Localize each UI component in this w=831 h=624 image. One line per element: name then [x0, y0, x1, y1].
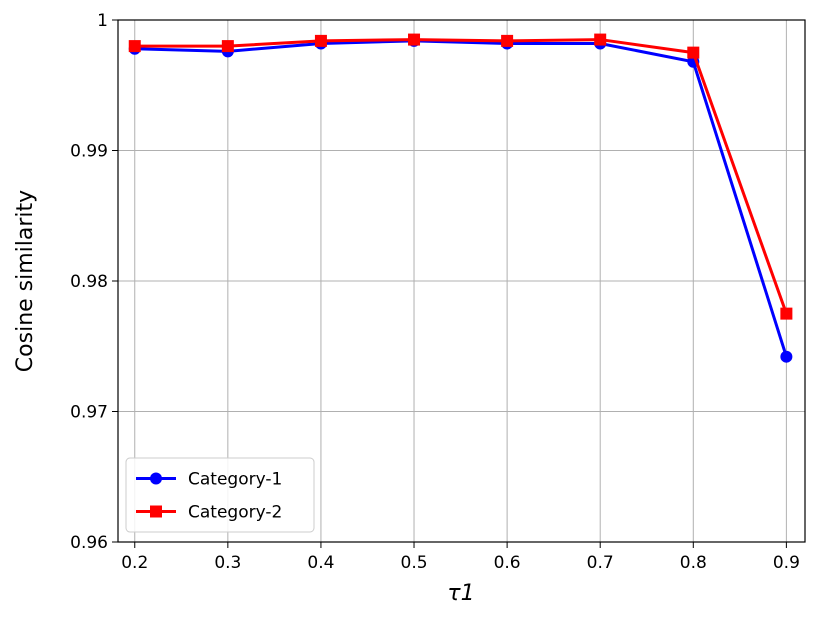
- series-line: [134, 39, 788, 358]
- series-line: [134, 38, 788, 315]
- x-tick-label: 0.5: [401, 553, 428, 573]
- x-axis-label: τ1: [447, 581, 474, 606]
- x-tick-label: 0.9: [773, 553, 800, 573]
- y-tick-label: 0.99: [70, 142, 108, 162]
- y-tick-label: 0.98: [70, 272, 108, 292]
- x-tick-label: 0.8: [680, 553, 707, 573]
- x-tick-label: 0.4: [307, 553, 334, 573]
- legend-label: Category-2: [188, 503, 282, 523]
- y-tick-label: 0.97: [70, 403, 108, 423]
- marker: [594, 33, 607, 46]
- y-axis-label: Cosine similarity: [13, 190, 38, 372]
- x-tick-label: 0.7: [587, 553, 614, 573]
- y-tick-label: 1: [97, 11, 108, 31]
- marker: [221, 40, 234, 53]
- legend-label: Category-1: [188, 470, 282, 490]
- marker: [687, 46, 700, 59]
- plot-frame: [117, 19, 806, 543]
- legend: Category-1 Category-2: [125, 457, 315, 533]
- marker: [128, 40, 141, 53]
- legend-marker: [150, 505, 162, 518]
- x-tick-label: 0.2: [121, 553, 148, 573]
- marker: [314, 34, 327, 47]
- y-tick-label: 0.96: [70, 533, 108, 553]
- marker: [501, 34, 514, 47]
- x-tick-label: 0.3: [214, 553, 241, 573]
- marker: [408, 33, 421, 46]
- legend-frame: [125, 457, 315, 533]
- x-tick-label: 0.6: [494, 553, 521, 573]
- legend-marker: [150, 472, 162, 485]
- marker: [780, 307, 793, 320]
- marker: [780, 350, 793, 363]
